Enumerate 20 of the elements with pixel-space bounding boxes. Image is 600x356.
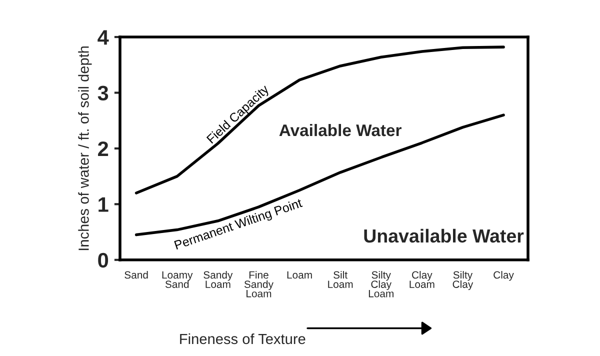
y-axis-title: Inches of water / ft. of soil depth (78, 46, 92, 250)
x-axis-title: Fineness of Texture (180, 333, 306, 344)
y-tick-label: 2 (98, 141, 108, 156)
x-tick-label: Sandy Loam (204, 270, 233, 288)
y-tick-label: 0 (98, 252, 108, 268)
y-tick-label: 4 (98, 30, 109, 45)
x-tick-label: Clay Loam (410, 270, 434, 288)
x-tick-label: Silt Loam (328, 270, 353, 288)
x-tick-label: Sand (124, 270, 148, 279)
x-tick-label: Silty Clay Loam (368, 270, 394, 298)
x-tick-label: Fine Sandy Loam (244, 270, 274, 298)
annotation: Available Water (279, 124, 402, 136)
x-tick-label: Loam (287, 271, 312, 279)
x-tick-label: Clay (494, 270, 514, 281)
y-tick-label: 1 (98, 197, 108, 212)
line-series (134, 46, 505, 194)
annotation: Unavailable Water (364, 228, 524, 243)
y-tick-label: 3 (98, 86, 108, 101)
x-tick-label: Silty Clay (452, 270, 474, 290)
x-tick-label: Loamy Sand (162, 271, 193, 288)
